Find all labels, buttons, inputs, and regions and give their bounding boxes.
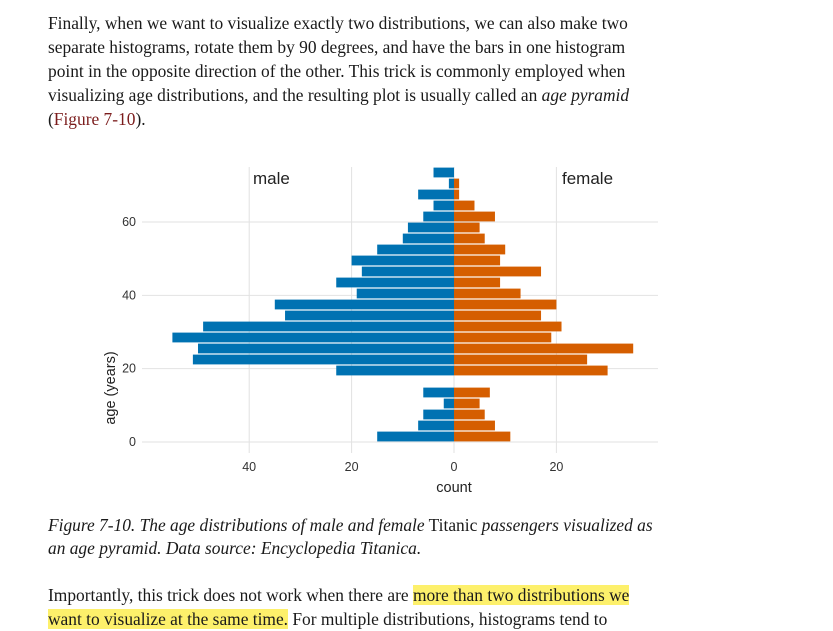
bar-female-57	[454, 222, 480, 233]
x-tick-zero-label: 0	[451, 460, 458, 474]
bar-female-0	[454, 431, 511, 442]
caption-line-2: an age pyramid. Data source: Encyclopedi…	[48, 538, 422, 558]
age-pyramid-chart: 0 20 40 60 40 20 0 20 male female count age (ye…	[103, 167, 658, 496]
intro-line-1: Finally, when we want to visualize exact…	[48, 13, 628, 33]
facet-label-female: female	[562, 169, 613, 188]
bar-female-48	[454, 255, 501, 266]
bar-female-24	[454, 343, 634, 354]
bar-female-69	[454, 178, 460, 189]
bar-male-39	[356, 288, 454, 299]
caption-part-3: passengers visualized as	[481, 515, 653, 535]
bar-male-72	[433, 167, 454, 178]
grid-layer	[142, 167, 658, 453]
bar-female-21	[454, 354, 588, 365]
bar-male-9	[443, 398, 454, 409]
bar-male-30	[203, 321, 454, 332]
intro-line-2: separate histograms, rotate them by 90 d…	[48, 37, 626, 57]
bar-male-27	[172, 332, 454, 343]
figure-caption: Figure 7-10. The age distributions of ma…	[48, 514, 748, 560]
paren-close: ).	[135, 109, 146, 129]
bar-male-63	[433, 200, 454, 211]
followup-line-1: Importantly, this trick does not work wh…	[48, 585, 413, 605]
bar-male-66	[418, 189, 454, 200]
intro-line-4: visualizing age distributions, and the r…	[48, 85, 542, 105]
y-tick-label: 0	[129, 435, 136, 449]
bar-female-6	[454, 409, 485, 420]
bar-female-39	[454, 288, 521, 299]
followup-paragraph: Importantly, this trick does not work wh…	[48, 583, 716, 631]
bar-female-51	[454, 244, 506, 255]
bar-male-42	[336, 277, 454, 288]
bar-male-21	[192, 354, 454, 365]
caption-part-1: Figure 7-10. The age distributions of ma…	[48, 515, 425, 535]
highlight-2: want to visualize at the same time.	[48, 609, 289, 629]
bar-female-63	[454, 200, 475, 211]
bar-male-51	[377, 244, 454, 255]
bar-female-45	[454, 266, 542, 277]
highlight-1: more than two distributions we	[412, 585, 630, 605]
y-tick-label: 40	[122, 288, 136, 302]
intro-line-3: point in the opposite direction of the o…	[48, 61, 626, 81]
bar-female-54	[454, 233, 485, 244]
bar-male-57	[407, 222, 454, 233]
bar-female-12	[454, 387, 490, 398]
y-axis-label: age (years)	[103, 351, 119, 424]
bar-male-48	[351, 255, 454, 266]
bar-female-30	[454, 321, 562, 332]
bar-female-42	[454, 277, 501, 288]
bar-male-12	[423, 387, 454, 398]
ticks-layer: 0 20 40 60 40 20 0 20	[122, 215, 563, 474]
y-tick-label: 60	[122, 215, 136, 229]
bar-female-36	[454, 299, 557, 310]
bar-male-60	[423, 211, 454, 222]
bar-male-6	[423, 409, 454, 420]
bar-female-18	[454, 365, 608, 376]
bar-female-60	[454, 211, 495, 222]
bar-male-36	[274, 299, 454, 310]
bar-male-24	[198, 343, 454, 354]
x-tick-male-label: 20	[345, 460, 359, 474]
x-tick-female-label: 20	[549, 460, 563, 474]
facet-label-male: male	[253, 169, 290, 188]
bar-male-69	[448, 178, 454, 189]
y-tick-label: 20	[122, 362, 136, 376]
age-pyramid-term: age pyramid	[541, 85, 630, 105]
caption-titanic: Titanic	[424, 515, 482, 535]
bar-male-3	[418, 420, 454, 431]
figure-reference-link[interactable]: Figure 7-10	[53, 109, 136, 129]
bar-female-3	[454, 420, 495, 431]
bar-male-54	[402, 233, 454, 244]
x-axis-label: count	[436, 480, 471, 496]
x-tick-male-label: 40	[242, 460, 256, 474]
bar-male-45	[361, 266, 454, 277]
bar-female-66	[454, 189, 460, 200]
bar-male-0	[377, 431, 454, 442]
bar-female-33	[454, 310, 542, 321]
bars-layer	[172, 167, 634, 442]
intro-paragraph: Finally, when we want to visualize exact…	[48, 11, 716, 131]
bar-female-27	[454, 332, 552, 343]
bar-female-9	[454, 398, 480, 409]
bar-male-18	[336, 365, 454, 376]
followup-line-2: For multiple distributions, histograms t…	[288, 609, 608, 629]
bar-male-33	[285, 310, 454, 321]
paren-open: (	[48, 109, 54, 129]
